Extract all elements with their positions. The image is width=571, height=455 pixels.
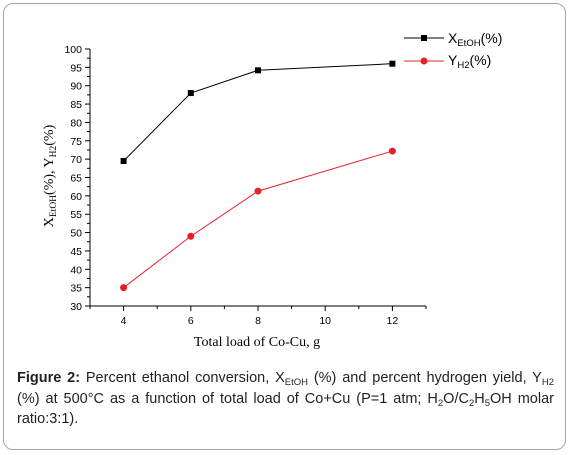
y-tick-label: 30 <box>70 301 82 313</box>
data-point <box>120 284 128 292</box>
y-tick-label: 45 <box>70 246 82 258</box>
series-line-1 <box>123 150 393 289</box>
caption-text: OH molar ratio:3:1). <box>17 390 554 428</box>
data-point <box>255 67 261 74</box>
y-tick-label: 50 <box>70 228 82 240</box>
chart-series <box>120 60 396 292</box>
y-tick-label: 35 <box>70 283 82 295</box>
y-tick-label: 60 <box>70 191 82 203</box>
y-tick-label: 70 <box>70 154 82 166</box>
y-tick-label: 65 <box>70 173 82 185</box>
y-tick-label: 90 <box>70 81 82 93</box>
x-axis-title: Total load of Co-Cu, g <box>194 335 320 350</box>
data-point <box>388 147 396 155</box>
caption-subscript: 5 <box>484 397 491 409</box>
y-tick-label: 40 <box>70 264 82 276</box>
legend-item-conversion: XEtOH(%) <box>404 30 502 49</box>
y-tick-label: 80 <box>70 117 82 129</box>
caption-subscript: H2 <box>541 377 554 388</box>
caption-text: H <box>474 390 485 407</box>
data-point <box>120 157 127 164</box>
data-point <box>254 187 262 195</box>
legend-label-conversion: XEtOH(%) <box>448 30 502 49</box>
y-tick-label: 100 <box>64 44 82 56</box>
caption-subscript: EtOH <box>284 377 308 388</box>
y-tick-label: 55 <box>70 209 82 221</box>
caption-subscript: 2 <box>468 397 475 409</box>
figure-frame <box>3 3 566 450</box>
x-tick-label: 12 <box>387 315 399 327</box>
data-point <box>389 60 396 67</box>
series-line-0 <box>123 63 393 162</box>
y-tick-label: 95 <box>70 62 82 74</box>
x-tick-label: 8 <box>255 315 261 327</box>
chart-axes: 30 35 40 45 50 55 60 65 70 75 80 85 90 95 100 4 6 8 10 12 <box>64 44 427 327</box>
caption-label: Figure 2: <box>17 370 81 386</box>
figure-caption: Figure 2: Percent ethanol conversion, XE… <box>17 368 554 430</box>
legend-marker-yield <box>420 57 428 65</box>
chart-legend: XEtOH(%) YH2(%) <box>404 30 502 71</box>
y-tick-label: 85 <box>70 99 82 111</box>
legend-label-yield: YH2(%) <box>448 52 491 71</box>
data-point <box>187 90 194 97</box>
legend-item-yield: YH2(%) <box>404 52 491 71</box>
caption-text: (%) and percent hydrogen yield, Y <box>308 370 542 386</box>
x-tick-label: 10 <box>319 315 331 327</box>
y-tick-label: 75 <box>70 136 82 148</box>
data-point <box>187 232 195 240</box>
x-tick-label: 4 <box>121 315 127 327</box>
x-tick-label: 6 <box>188 315 194 327</box>
legend-marker-conversion <box>421 35 427 41</box>
caption-text: (%) at 500°C as a function of total load… <box>17 390 438 407</box>
caption-subscript: 2 <box>437 397 444 409</box>
caption-text: Percent ethanol conversion, X <box>80 370 285 386</box>
caption-text: O/C <box>443 390 469 407</box>
y-axis-title: XEtOH(%), YH2(%) <box>42 124 59 227</box>
line-chart: 30 35 40 45 50 55 60 65 70 75 80 85 90 95 100 4 6 8 10 12 T… <box>42 30 502 350</box>
